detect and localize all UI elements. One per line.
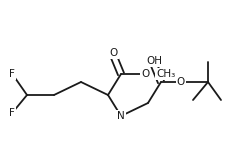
Text: CH₃: CH₃ [155,69,174,79]
Text: F: F [9,69,15,79]
Text: N: N [117,111,124,121]
Text: OH: OH [145,56,161,66]
Text: F: F [9,108,15,118]
Text: O: O [176,77,184,87]
Text: O: O [109,48,118,58]
Text: O: O [140,69,148,79]
